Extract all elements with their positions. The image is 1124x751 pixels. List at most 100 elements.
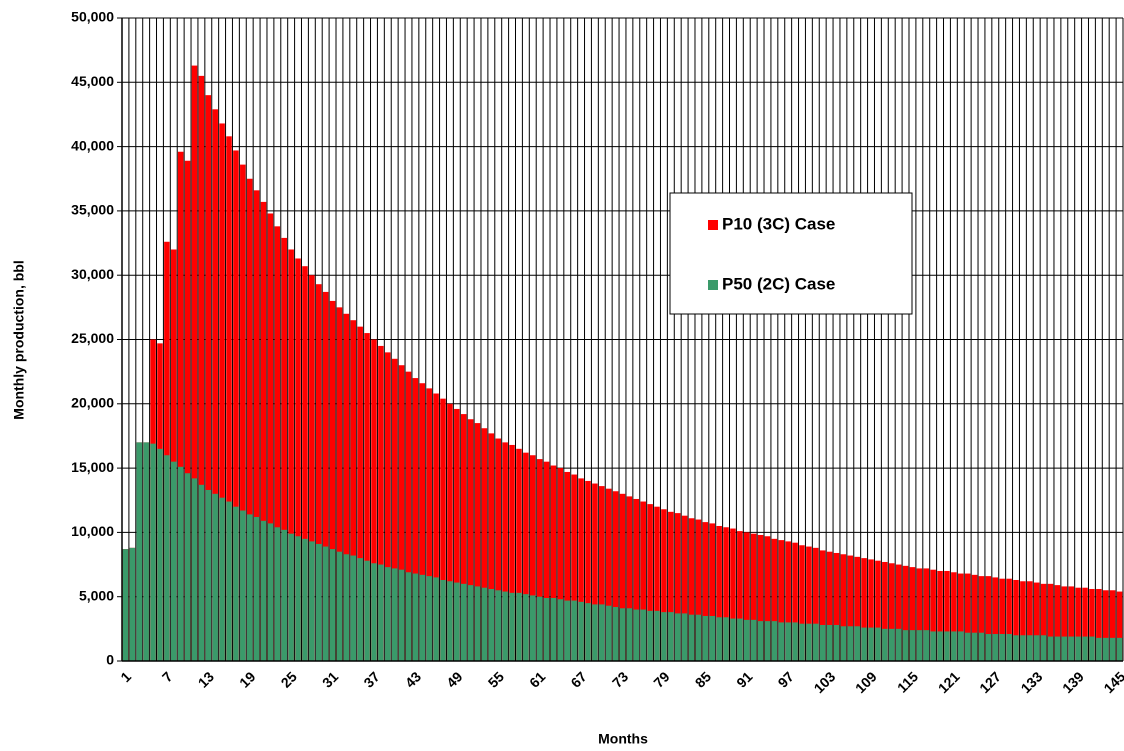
bar xyxy=(875,560,881,661)
x-tick-label: 79 xyxy=(650,668,672,690)
x-axis-title: Months xyxy=(598,731,648,747)
bar xyxy=(240,164,246,661)
bar xyxy=(1033,582,1040,661)
bar xyxy=(633,498,640,661)
bar xyxy=(923,630,930,661)
bar xyxy=(315,543,322,661)
bar xyxy=(378,564,384,661)
y-tick-label: 25,000 xyxy=(71,330,114,346)
bar xyxy=(440,579,446,661)
bar xyxy=(599,486,605,661)
bar xyxy=(246,178,253,661)
bar xyxy=(750,619,757,661)
bar xyxy=(633,609,640,661)
bar xyxy=(819,550,826,661)
bar xyxy=(412,378,419,661)
bar xyxy=(454,408,460,661)
bar xyxy=(184,160,191,661)
y-tick-label: 45,000 xyxy=(71,73,114,89)
bar xyxy=(792,622,798,661)
bar xyxy=(964,573,971,661)
bar xyxy=(778,622,785,661)
bar xyxy=(364,560,370,661)
x-tick-label: 109 xyxy=(852,668,880,696)
bar xyxy=(916,568,923,661)
bar xyxy=(771,538,778,661)
bar xyxy=(1013,579,1019,661)
bar xyxy=(467,419,474,661)
bar xyxy=(688,518,695,661)
bar xyxy=(129,547,136,661)
bar xyxy=(750,533,757,661)
bar xyxy=(350,555,357,661)
bar xyxy=(799,545,805,661)
y-tick-label: 30,000 xyxy=(71,266,114,282)
bar xyxy=(371,563,377,661)
bar xyxy=(288,249,294,662)
bar xyxy=(509,592,515,661)
bar xyxy=(329,549,336,661)
bar xyxy=(744,532,750,661)
bar xyxy=(1082,587,1088,661)
bar xyxy=(826,624,833,661)
bar xyxy=(605,605,612,661)
bar xyxy=(543,461,550,661)
bar xyxy=(433,393,439,661)
bar xyxy=(778,540,785,661)
bar xyxy=(295,258,301,661)
bar xyxy=(585,603,591,661)
bar xyxy=(550,597,557,661)
bar xyxy=(944,631,950,661)
bar xyxy=(854,626,860,661)
bar xyxy=(1054,585,1061,661)
bar xyxy=(288,533,294,661)
bar xyxy=(833,552,840,661)
x-tick-label: 73 xyxy=(609,668,631,690)
bar xyxy=(267,213,274,662)
bar xyxy=(171,461,177,661)
bar xyxy=(495,590,501,661)
bar xyxy=(605,488,612,661)
bar xyxy=(971,574,978,661)
bar xyxy=(819,624,826,661)
bar xyxy=(1047,636,1054,661)
x-tick-label: 7 xyxy=(159,668,176,685)
x-tick-label: 25 xyxy=(278,668,300,690)
bar xyxy=(964,632,971,661)
bar xyxy=(592,604,598,661)
legend-swatch xyxy=(708,220,718,230)
bar xyxy=(447,581,453,661)
bar xyxy=(923,568,930,661)
bar xyxy=(246,514,253,661)
bar xyxy=(309,541,315,661)
bar xyxy=(1006,633,1012,661)
bar xyxy=(847,555,854,661)
bar xyxy=(640,501,646,661)
bar xyxy=(944,570,950,661)
bar xyxy=(315,284,322,661)
x-tick-label: 43 xyxy=(402,668,424,690)
x-tick-label: 127 xyxy=(976,668,1004,696)
x-tick-label: 103 xyxy=(811,668,839,696)
bar xyxy=(992,577,999,661)
bar xyxy=(578,601,584,661)
bar xyxy=(695,614,702,661)
bar xyxy=(523,452,529,661)
bar xyxy=(184,473,191,661)
bar xyxy=(1020,581,1026,661)
bar xyxy=(661,612,667,661)
bar xyxy=(888,628,895,661)
bar xyxy=(730,618,736,661)
bar xyxy=(564,471,571,661)
bar xyxy=(668,612,674,661)
bar xyxy=(723,617,729,661)
bar xyxy=(274,527,281,661)
bar xyxy=(336,307,343,661)
bar xyxy=(695,519,702,661)
bar xyxy=(136,442,143,661)
y-tick-label: 20,000 xyxy=(71,395,114,411)
bar xyxy=(951,572,957,661)
y-tick-label: 40,000 xyxy=(71,137,114,153)
bar xyxy=(1027,635,1033,661)
bar xyxy=(688,614,695,661)
